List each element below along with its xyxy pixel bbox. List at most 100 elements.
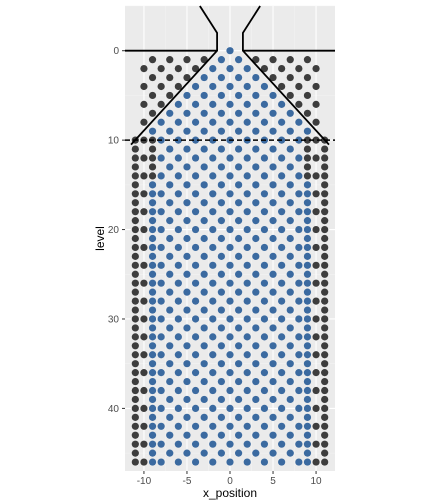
occupied-point [191,440,200,448]
occupied-point [191,333,200,341]
empty-point [312,369,320,377]
occupied-point [217,431,225,439]
occupied-point [303,342,312,350]
occupied-point [303,377,312,386]
x-tick-label: 10 [311,476,323,487]
occupied-point [217,413,225,421]
empty-point [321,270,329,278]
occupied-point [303,440,312,448]
empty-point [321,440,329,448]
occupied-point [226,82,234,91]
occupied-point [191,100,200,108]
occupied-point [252,270,260,278]
occupied-point [209,225,217,234]
empty-point [295,100,303,108]
occupied-point [157,243,165,252]
occupied-point [235,252,243,260]
occupied-point [166,270,174,278]
empty-point [166,91,174,100]
occupied-point [183,395,191,404]
occupied-point [166,306,174,314]
occupied-point [260,118,269,126]
occupied-point [200,199,208,207]
occupied-point [252,163,260,171]
occupied-point [252,360,260,368]
y-tick-label: 40 [108,404,120,415]
occupied-point [260,315,269,323]
empty-point [157,100,165,108]
occupied-point [286,342,294,350]
occupied-point [157,369,165,377]
empty-point [303,172,312,180]
occupied-point [269,288,277,296]
occupied-point [183,449,191,457]
empty-point [295,64,303,73]
occupied-point [217,217,225,225]
occupied-point [200,145,208,153]
occupied-point [226,440,234,448]
occupied-point [269,360,277,368]
occupied-point [148,279,157,287]
x-tick-label: -5 [183,476,192,487]
occupied-point [269,306,277,314]
occupied-point [278,458,286,466]
occupied-point [243,118,251,126]
occupied-point [148,127,157,135]
occupied-point [209,208,217,216]
empty-point [140,100,148,108]
empty-point [321,386,329,395]
occupied-point [278,100,286,108]
occupied-point [174,440,182,448]
occupied-point [286,145,294,153]
occupied-point [252,395,260,404]
occupied-point [303,127,312,135]
occupied-point [209,100,217,108]
empty-point [131,324,139,332]
empty-point [321,261,329,269]
occupied-point [235,127,243,135]
x-tick-label: 5 [270,476,276,487]
occupied-point [303,413,312,421]
occupied-point [157,154,165,162]
empty-point [131,315,139,323]
occupied-point [209,458,217,466]
occupied-point [303,333,312,341]
empty-point [148,56,157,64]
occupied-point [235,413,243,421]
occupied-point [226,333,234,341]
occupied-point [174,458,182,466]
empty-point [131,154,139,162]
occupied-point [157,118,165,126]
occupied-point [183,252,191,260]
occupied-point [200,252,208,260]
occupied-point [278,154,286,162]
empty-point [312,190,320,198]
occupied-point [295,190,303,198]
empty-point [140,82,148,91]
occupied-point [209,369,217,377]
empty-point [312,118,320,126]
occupied-point [303,351,312,359]
occupied-point [166,163,174,171]
data-points [131,47,329,466]
empty-point [312,315,320,323]
occupied-point [157,351,165,359]
occupied-point [278,118,286,126]
occupied-point [269,342,277,350]
occupied-point [183,342,191,350]
empty-point [321,145,329,153]
empty-point [140,440,148,448]
occupied-point [191,208,200,216]
occupied-point [157,172,165,180]
occupied-point [252,199,260,207]
empty-point [131,190,139,198]
occupied-point [191,190,200,198]
occupied-point [183,163,191,171]
occupied-point [148,360,157,368]
occupied-point [191,404,200,413]
occupied-point [235,431,243,439]
occupied-point [235,360,243,368]
empty-point [321,306,329,314]
occupied-point [200,73,208,82]
empty-point [131,181,139,189]
